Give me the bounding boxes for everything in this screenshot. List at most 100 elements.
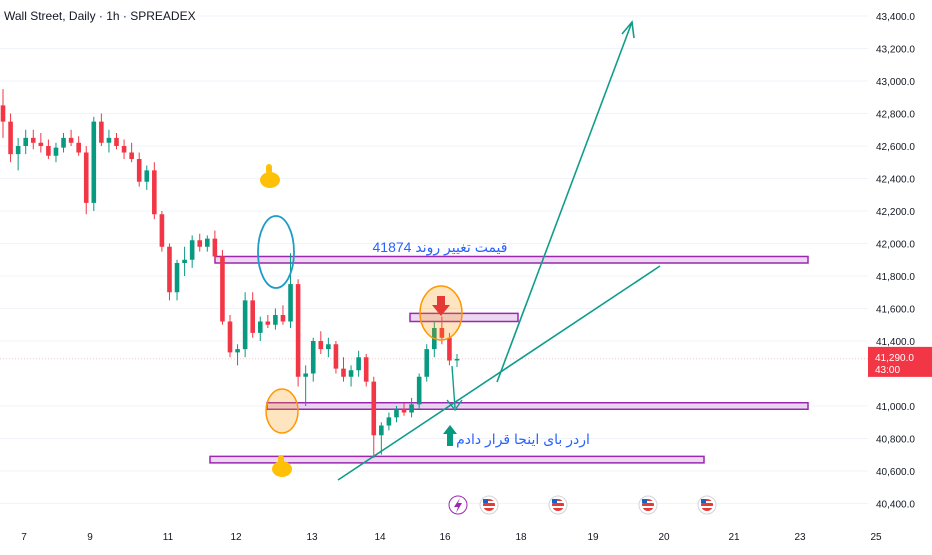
candle-body: [129, 152, 134, 159]
us-flag-event-icon[interactable]: [697, 495, 717, 515]
sell-zone: [409, 312, 519, 323]
candle-body: [91, 121, 97, 203]
drop-arrow-head-icon: [446, 399, 463, 412]
price-tick-label: 41,000.0: [876, 402, 915, 413]
hand-finger-icon: [266, 164, 272, 174]
price-tick-label: 40,400.0: [876, 500, 915, 511]
hand-pointing-down-icon: [260, 172, 280, 188]
countdown-value: 43:00: [875, 365, 900, 376]
candle-body: [227, 321, 233, 353]
price-axis-bg: [868, 0, 932, 550]
order-placed-label: اردر بای اینجا قرار دادم: [456, 431, 590, 448]
flag-stripe: [642, 501, 654, 503]
time-tick-label: 9: [87, 532, 93, 543]
candle-body: [46, 146, 51, 156]
us-flag-event-icon[interactable]: [479, 495, 499, 515]
candle-body: [174, 263, 180, 293]
candle-body: [212, 238, 218, 257]
resistance-circle: [257, 215, 295, 289]
candle-body: [394, 409, 399, 418]
candle-body: [363, 357, 369, 382]
candle-body: [144, 170, 150, 182]
price-tick-label: 41,600.0: [876, 305, 915, 316]
candle-body: [38, 142, 44, 146]
candle-body: [265, 321, 271, 325]
candle-body: [424, 349, 430, 377]
drawings: قیمت تغییر روند 41874 اردر بای اینجا قرار…: [257, 20, 717, 515]
candle-body: [197, 240, 203, 247]
candle-body: [371, 381, 377, 436]
drop-arrow-line: [451, 365, 456, 409]
price-tick-label: 43,000.0: [876, 77, 915, 88]
flag-canton: [483, 499, 488, 503]
support-zone: [209, 455, 705, 464]
candle-body: [341, 368, 346, 377]
flag-canton: [552, 499, 557, 503]
flag-stripe: [701, 506, 713, 508]
flag-stripe: [642, 506, 654, 508]
flag-canton: [642, 499, 647, 503]
candle-body: [273, 315, 278, 325]
candle-body: [318, 341, 324, 350]
candle-body: [439, 328, 445, 338]
lightning-event-icon[interactable]: [448, 495, 468, 515]
candle-body: [99, 121, 104, 143]
flag-canton: [701, 499, 706, 503]
candle-body: [235, 349, 240, 353]
us-flag-event-icon[interactable]: [548, 495, 568, 515]
candle-body: [288, 284, 293, 322]
candle-body: [295, 284, 301, 377]
target-arrow-line: [496, 21, 633, 383]
price-tick-label: 43,400.0: [876, 12, 915, 23]
down-arrow-icon: [437, 296, 445, 305]
time-tick-label: 19: [587, 532, 599, 543]
last-price-badge[interactable]: [868, 346, 932, 377]
price-tick-label: 40,800.0: [876, 435, 915, 446]
candle-body: [136, 159, 142, 182]
candle-body: [15, 146, 21, 155]
uptrend-line: [337, 265, 661, 481]
price-tick-label: 42,600.0: [876, 142, 915, 153]
time-tick-label: 11: [163, 532, 174, 543]
candle-body: [205, 238, 210, 247]
candle-body: [53, 147, 59, 156]
candle-body: [0, 105, 6, 122]
flag-stripe: [483, 506, 495, 508]
price-axis[interactable]: 43,400.0 43,200.0 43,000.0 42,800.0 42,600.0…: [868, 0, 932, 550]
candle-body: [326, 344, 331, 350]
price-tick-label: 42,800.0: [876, 110, 915, 121]
candle-body: [167, 246, 172, 293]
candle-body: [454, 358, 460, 361]
candle-body: [447, 337, 452, 361]
time-axis[interactable]: 7 9 11 12 13 14 16 18 19 20 21 23 25: [21, 532, 882, 543]
last-price-value: 41,290.0: [875, 353, 914, 364]
candle-body: [159, 214, 165, 247]
candle-body: [348, 370, 354, 377]
candle-body: [23, 137, 28, 146]
lightning-icon: [454, 498, 462, 513]
candle-body: [189, 240, 195, 260]
price-tick-label: 41,800.0: [876, 272, 915, 283]
time-tick-label: 20: [658, 532, 670, 543]
us-flag-event-icon[interactable]: [638, 495, 658, 515]
candle-body: [257, 321, 263, 333]
candle-body: [386, 417, 392, 426]
flag-stripe: [552, 501, 564, 503]
hand-finger-up-icon: [278, 455, 284, 465]
time-tick-label: 18: [515, 532, 527, 543]
candle-body: [356, 357, 361, 371]
candle-body: [333, 344, 339, 369]
candle-body: [76, 142, 81, 153]
candle-body: [61, 137, 66, 148]
candle-body: [416, 376, 422, 405]
time-tick-label: 16: [439, 532, 451, 543]
candle-body: [242, 300, 248, 350]
time-tick-label: 23: [794, 532, 806, 543]
price-tick-label: 42,400.0: [876, 175, 915, 186]
down-arrow-head-icon: [432, 305, 450, 316]
order-zone: [266, 402, 809, 410]
order-circle: [265, 388, 299, 434]
symbol-title[interactable]: Wall Street, Daily · 1h · SPREADEX: [4, 9, 196, 23]
